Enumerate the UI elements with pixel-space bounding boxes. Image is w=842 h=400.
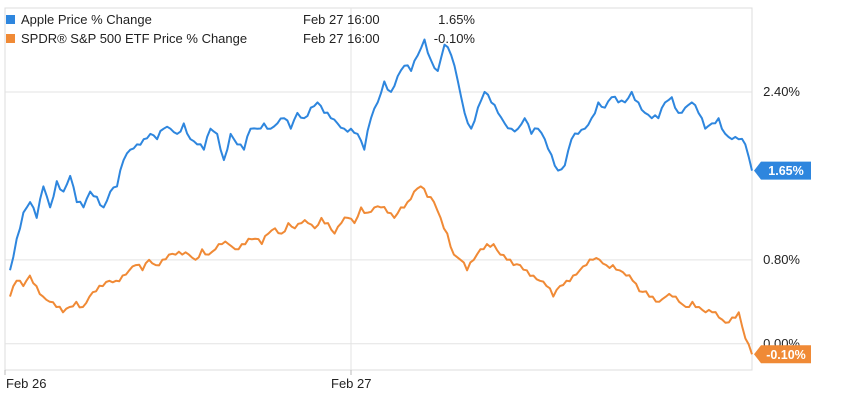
x-tick-label: Feb 27 [331,376,371,391]
plot-frame [4,7,753,371]
legend-swatch-spy [6,34,15,43]
legend-value-spy: -0.10% [433,31,475,46]
x-axis: Feb 26 Feb 27 [4,370,371,391]
spy-end-label: -0.10% [766,348,806,362]
y-tick-label: 0.80% [763,252,800,267]
end-value-labels: 1.65% -0.10% [754,161,811,364]
legend-swatch-apple [6,15,15,24]
series-layer [9,38,753,355]
x-tick-label: Feb 26 [6,376,46,391]
apple-end-label: 1.65% [768,164,803,178]
legend-name-apple: Apple Price % Change [21,12,152,27]
spy-line [9,185,753,355]
legend-date-spy: Feb 27 16:00 [303,31,380,46]
y-axis: 2.40%0.80%0.00% [763,84,800,351]
legend-date-apple: Feb 27 16:00 [303,12,380,27]
apple-line [9,38,753,271]
y-tick-label: 2.40% [763,84,800,99]
apple-end-tag [754,161,811,180]
legend-value-apple: 1.65% [438,12,475,27]
spy-end-tag [754,345,811,364]
chart-grid [4,7,753,371]
legend-name-spy: SPDR® S&P 500 ETF Price % Change [21,31,248,46]
